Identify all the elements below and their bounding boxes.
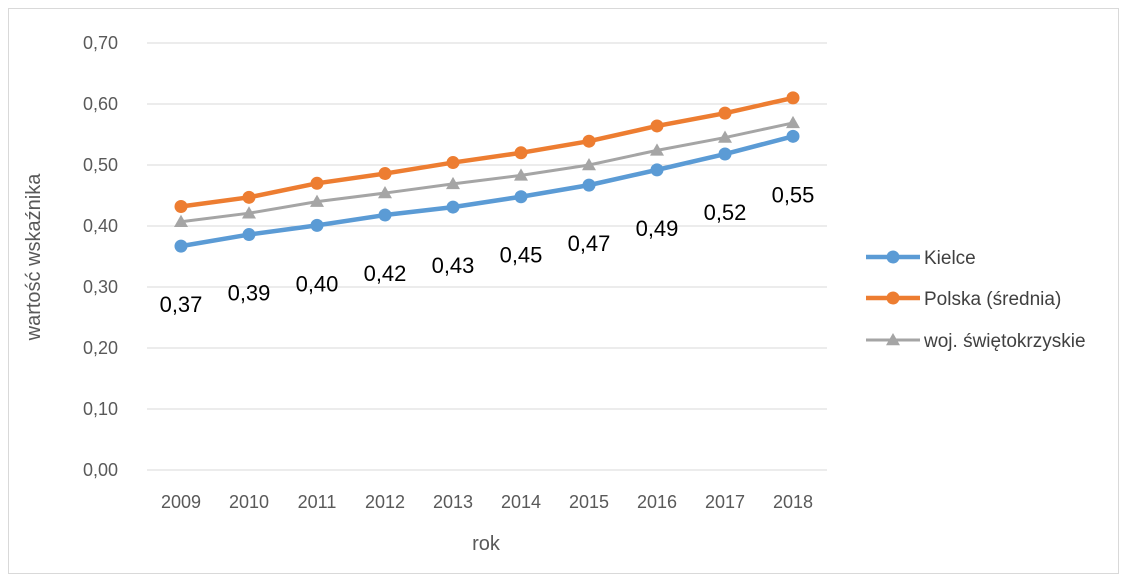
data-label: 0,43 [432,253,475,278]
x-tick-label: 2009 [161,492,201,512]
series-marker [650,163,664,177]
data-label: 0,42 [364,261,407,286]
y-tick-label: 0,50 [83,155,118,175]
data-label: 0,49 [636,216,679,241]
y-tick-label: 0,00 [83,460,118,480]
y-tick-label: 0,10 [83,399,118,419]
series-marker [310,176,324,190]
legend: Kielce Polska (średnia) woj. świętokrzyski… [866,248,1086,352]
series-marker [242,190,256,204]
series-marker [446,156,460,170]
series-2 [174,115,800,227]
x-tick-label: 2017 [705,492,745,512]
series-marker [310,194,324,207]
legend-item: Polska (średnia) [866,289,1061,310]
series-line [180,95,794,209]
x-tick-label: 2010 [229,492,269,512]
x-tick-label: 2014 [501,492,541,512]
y-axis-ticks: 0,00 0,10 0,20 0,30 0,40 0,50 0,60 0,70 [83,33,118,480]
legend-marker [886,291,900,305]
series-marker [786,91,800,105]
series-marker [242,206,256,219]
data-label: 0,37 [160,292,203,317]
series-marker [378,208,392,222]
series-marker [582,134,596,148]
series-marker [174,214,188,227]
legend-label: Kielce [924,248,976,269]
series-marker [514,146,528,160]
legend-label: Polska (średnia) [924,289,1061,310]
series-marker [514,190,528,204]
x-tick-label: 2015 [569,492,609,512]
series-marker [718,147,732,161]
series-marker [718,130,732,143]
series-marker [786,129,800,143]
series-layer [174,91,800,253]
legend-label: woj. świętokrzyskie [923,331,1086,352]
x-tick-label: 2011 [298,492,337,512]
series-marker [242,228,256,242]
series-marker [174,199,188,213]
series-marker [446,176,460,190]
legend-marker [886,250,900,264]
legend-item: woj. świętokrzyskie [866,331,1086,352]
y-tick-label: 0,30 [83,277,118,297]
series-marker [650,119,664,133]
series-marker [582,158,596,171]
y-tick-label: 0,20 [83,338,118,358]
series-marker [514,168,528,181]
series-marker [174,239,188,253]
series-marker [310,218,324,232]
series-marker [582,178,596,192]
series-marker [718,106,732,120]
x-tick-label: 2013 [433,492,473,512]
y-axis-title: wartość wskaźnika [23,173,45,342]
x-axis-title: rok [472,533,501,555]
data-label: 0,52 [704,200,747,225]
series-marker [446,200,460,214]
x-tick-label: 2018 [773,492,813,512]
data-label: 0,47 [568,231,611,256]
series-line [180,121,794,224]
series-line [180,134,794,249]
data-label: 0,45 [500,243,543,268]
data-label: 0,55 [772,182,815,207]
data-labels: 0,37 0,39 0,40 0,42 0,43 0,45 0,47 0,49 0,52 0,55 [160,182,815,317]
y-tick-label: 0,70 [83,33,118,53]
legend-item: Kielce [866,248,976,269]
series-marker [378,167,392,181]
x-axis-ticks: 2009 2010 2011 2012 2013 2014 2015 2016 2017 2018 [161,492,813,512]
x-tick-label: 2016 [637,492,677,512]
series-marker [378,186,392,199]
x-tick-label: 2012 [365,492,405,512]
series-1 [174,91,800,213]
series-marker [650,143,664,156]
data-label: 0,40 [296,271,339,296]
data-label: 0,39 [228,281,271,306]
y-tick-label: 0,40 [83,216,118,236]
series-0 [174,129,800,253]
chart-frame [8,8,1119,574]
gridlines [147,42,827,471]
legend-marker [886,333,900,346]
y-tick-label: 0,60 [83,94,118,114]
series-marker [786,115,800,129]
